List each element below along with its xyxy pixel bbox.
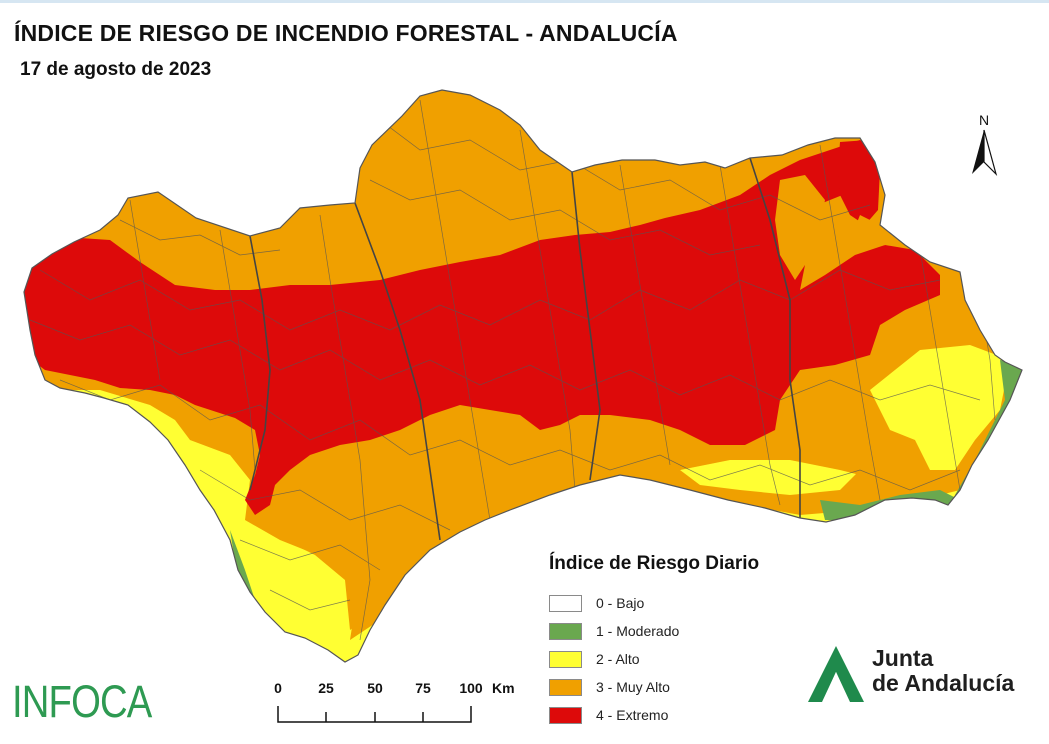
north-arrow-icon <box>972 129 998 177</box>
map-title: ÍNDICE DE RIESGO DE INCENDIO FORESTAL - … <box>14 20 678 46</box>
legend-swatch-moderado <box>549 622 582 640</box>
province-borders <box>249 157 801 541</box>
infoca-logo: INFOCA <box>12 676 152 727</box>
junta-line1: Junta <box>872 645 934 671</box>
legend-title: Índice de Riesgo Diario <box>549 553 760 574</box>
scale-tick-label: 25 <box>318 680 334 696</box>
legend-item: 1 - Moderado <box>549 617 759 645</box>
legend-label: 4 - Extremo <box>596 707 669 723</box>
junta-line2: de Andalucía <box>872 670 1015 696</box>
legend: Índice de Riesgo Diario 0 - Bajo 1 - Mod… <box>549 553 759 729</box>
junta-andalucia-emblem-icon <box>808 646 864 702</box>
legend-item: 2 - Alto <box>549 645 759 673</box>
legend-item: 4 - Extremo <box>549 701 759 729</box>
legend-label: 1 - Moderado <box>596 623 680 639</box>
north-label: N <box>978 112 990 128</box>
legend-swatch-muy-alto <box>549 678 582 696</box>
legend-item: 0 - Bajo <box>549 589 759 617</box>
scale-unit: Km <box>492 680 515 696</box>
scale-tick-label: 75 <box>415 680 431 696</box>
junta-andalucia-logo-text: Junta de Andalucía <box>872 646 1014 696</box>
map-date: 17 de agosto de 2023 <box>20 59 212 80</box>
scale-tick-label: 100 <box>459 680 483 696</box>
legend-swatch-alto <box>549 650 582 668</box>
scale-tick-label: 0 <box>274 680 282 696</box>
legend-swatch-extremo <box>549 706 582 724</box>
scale-tick-label: 50 <box>367 680 383 696</box>
scale-bar: 0 25 50 75 100 Km <box>272 680 532 730</box>
top-border <box>0 0 1049 3</box>
north-arrow: N <box>968 112 1002 178</box>
municipal-borders <box>29 99 996 641</box>
legend-label: 0 - Bajo <box>596 595 645 611</box>
legend-swatch-bajo <box>549 594 582 612</box>
scale-bar-line <box>277 706 472 723</box>
region-outline <box>23 89 1023 663</box>
legend-item: 3 - Muy Alto <box>549 673 759 701</box>
legend-label: 3 - Muy Alto <box>596 679 670 695</box>
legend-label: 2 - Alto <box>596 651 640 667</box>
